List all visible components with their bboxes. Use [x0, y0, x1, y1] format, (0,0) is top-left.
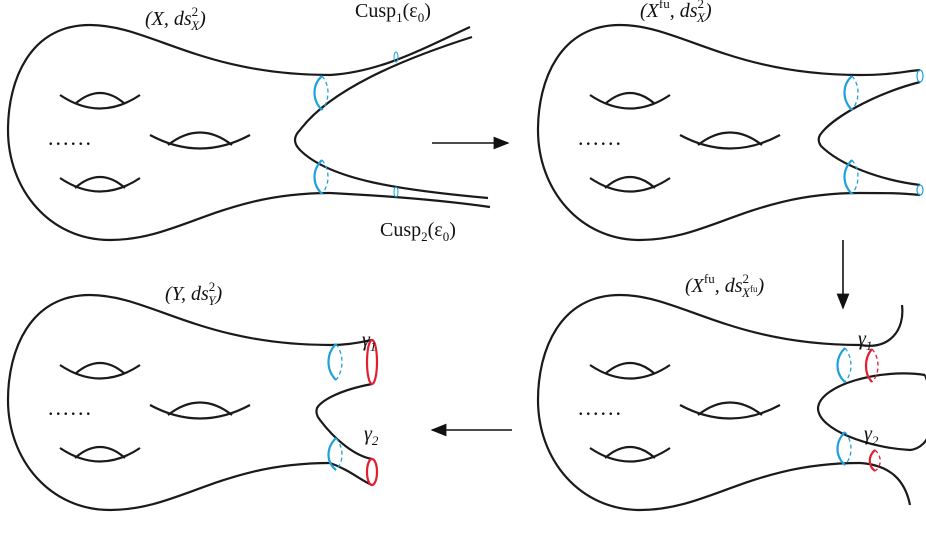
- label: (Xfu, ds2 Xfu): [685, 271, 764, 300]
- label-part: fu: [750, 284, 758, 294]
- label-part: X: [190, 18, 200, 33]
- label-part: 2: [872, 433, 879, 448]
- label-part: γ: [364, 423, 373, 445]
- label-part: 2: [192, 4, 199, 19]
- label-part: (X: [685, 275, 705, 297]
- label-part: fu: [659, 0, 670, 11]
- panel-x: [6, 23, 491, 242]
- label: (Xfu, ds2 X): [640, 0, 712, 25]
- label-part: ): [449, 219, 456, 241]
- panel-xfu: [536, 23, 924, 242]
- label-part: ): [214, 283, 222, 305]
- label-part: 2: [698, 0, 705, 11]
- label-part: (ε: [403, 0, 418, 22]
- label-part: 0: [418, 10, 425, 25]
- label-part: 2: [372, 433, 379, 448]
- label-part: Y: [208, 293, 217, 308]
- label-part: 1: [866, 338, 873, 353]
- labels: (X, ds2 X) Cusp1(ε0)Cusp2(ε0)(Xfu, ds2 X)(X…: [145, 0, 879, 448]
- label-part: , ds: [670, 0, 698, 22]
- label-part: 0: [443, 229, 450, 244]
- label-part: ): [424, 0, 431, 22]
- label-part: ): [704, 0, 712, 22]
- label: (X, ds2 X): [145, 4, 206, 33]
- label-part: γ: [864, 423, 873, 445]
- label-part: γ: [362, 329, 371, 351]
- label-part: (Y, ds: [165, 283, 209, 305]
- label-part: 1: [396, 10, 403, 25]
- label-part: Cusp: [355, 0, 396, 22]
- label: (Y, ds2 Y): [165, 279, 222, 308]
- label-part: ): [198, 8, 206, 30]
- label-part: ): [756, 275, 764, 297]
- label: γ1: [362, 329, 376, 354]
- label-part: Cusp: [380, 219, 421, 241]
- label-part: (ε: [428, 219, 443, 241]
- label-part: 2: [421, 229, 428, 244]
- label-part: 2: [209, 279, 216, 294]
- label-part: fu: [704, 271, 715, 286]
- label: Cusp2(ε0): [380, 219, 456, 244]
- label-part: X: [696, 10, 706, 25]
- label-part: (X, ds: [145, 8, 192, 30]
- label-part: γ: [858, 328, 867, 350]
- label-part: 1: [370, 339, 377, 354]
- label-part: X: [741, 285, 751, 300]
- label: γ2: [364, 423, 379, 448]
- label: γ1: [858, 328, 872, 353]
- label: γ2: [864, 423, 879, 448]
- panel-xfu-metric: [536, 293, 926, 512]
- label-part: 2: [743, 271, 750, 286]
- panel-y: [6, 293, 379, 512]
- label-part: (X: [640, 0, 660, 22]
- label: Cusp1(ε0): [355, 0, 431, 25]
- label-part: , ds: [715, 275, 743, 297]
